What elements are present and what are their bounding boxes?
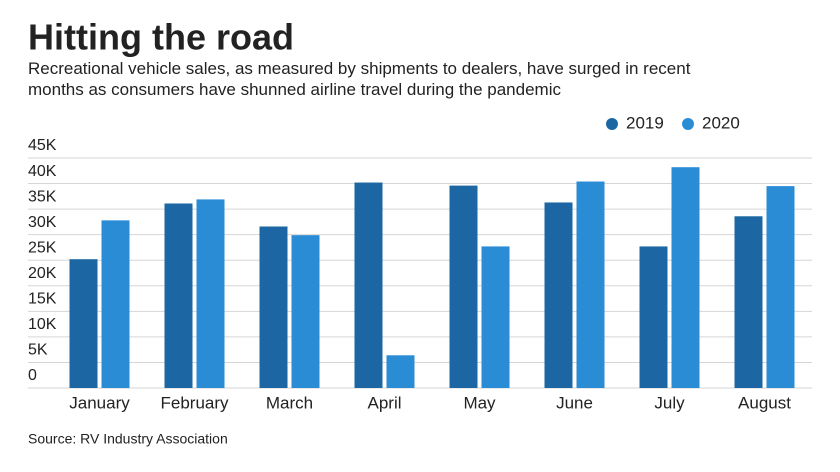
bar	[481, 246, 510, 388]
subtitle: Recreational vehicle sales, as measured …	[28, 59, 691, 99]
bar	[291, 235, 320, 388]
y-tick-label: 40K	[28, 163, 57, 180]
legend-swatch	[682, 118, 694, 130]
bar	[449, 185, 478, 388]
bar	[354, 182, 383, 388]
y-tick-label: 25K	[28, 239, 57, 256]
y-tick-label: 5K	[28, 342, 48, 359]
bar	[69, 259, 98, 388]
y-tick-label: 15K	[28, 291, 57, 308]
bar	[734, 216, 763, 388]
bar	[164, 203, 193, 388]
x-tick-label: August	[738, 393, 791, 412]
y-tick-label: 10K	[28, 316, 57, 333]
bar	[386, 355, 415, 388]
y-tick-label: 30K	[28, 214, 57, 231]
bar	[766, 186, 795, 388]
bar	[259, 226, 288, 388]
y-tick-label: 45K	[28, 137, 57, 154]
y-tick-label: 0	[28, 367, 37, 384]
x-tick-label: June	[556, 393, 593, 412]
y-tick-label: 35K	[28, 188, 57, 205]
bar	[639, 246, 668, 388]
x-tick-label: May	[463, 393, 496, 412]
bar	[576, 181, 605, 388]
x-tick-label: March	[266, 393, 313, 412]
bar	[671, 167, 700, 388]
legend-label: 2020	[702, 113, 740, 132]
source: Source: RV Industry Association	[28, 431, 228, 447]
x-tick-label: April	[367, 393, 401, 412]
x-tick-label: January	[69, 393, 130, 412]
chart-title: Hitting the road	[28, 17, 294, 58]
x-tick-label: July	[654, 393, 685, 412]
legend-label: 2019	[626, 113, 664, 132]
bar	[101, 220, 130, 388]
legend-swatch	[606, 118, 618, 130]
bar	[544, 202, 573, 388]
x-tick-label: February	[160, 393, 229, 412]
bar	[196, 199, 225, 388]
y-tick-label: 20K	[28, 265, 57, 282]
